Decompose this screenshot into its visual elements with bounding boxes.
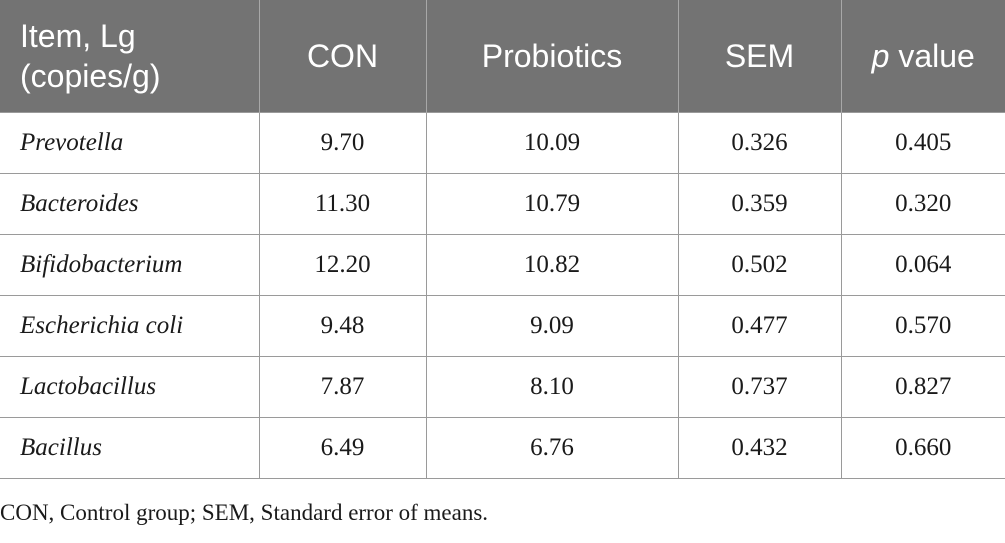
cell-con: 9.48 [258,294,427,357]
cell-probiotics: 10.09 [425,111,679,174]
table-row: Bacillus 6.49 6.76 0.432 0.660 [0,416,1005,479]
cell-sem: 0.737 [677,355,842,418]
table-row: Bacteroides 11.30 10.79 0.359 0.320 [0,172,1005,235]
header-p-rest: value [889,37,975,74]
header-item-line1: Item, Lg [20,17,136,54]
table-body: Prevotella 9.70 10.09 0.326 0.405 Bacter… [0,111,1005,479]
table-row: Lactobacillus 7.87 8.10 0.737 0.827 [0,355,1005,418]
header-item-line2: (copies/g) [20,57,161,94]
cell-probiotics: 6.76 [425,416,679,479]
cell-item: Prevotella [0,111,260,174]
header-probiotics: Probiotics [425,0,679,112]
cell-sem: 0.432 [677,416,842,479]
header-p-letter: p [871,37,890,74]
header-item: Item, Lg (copies/g) [0,0,260,112]
cell-probiotics: 10.82 [425,233,679,296]
table-row: Prevotella 9.70 10.09 0.326 0.405 [0,111,1005,174]
data-table: Item, Lg (copies/g) CON Probiotics SEM p … [0,0,1005,479]
cell-sem: 0.502 [677,233,842,296]
header-sem: SEM [677,0,842,112]
cell-con: 11.30 [258,172,427,235]
cell-sem: 0.326 [677,111,842,174]
cell-probiotics: 10.79 [425,172,679,235]
cell-con: 9.70 [258,111,427,174]
cell-probiotics: 8.10 [425,355,679,418]
table-header: Item, Lg (copies/g) CON Probiotics SEM p … [0,0,1005,112]
cell-item: Escherichia coli [0,294,260,357]
cell-p-value: 0.064 [840,233,1005,296]
header-p-value: p value [840,0,1005,112]
table-row: Escherichia coli 9.48 9.09 0.477 0.570 [0,294,1005,357]
header-row: Item, Lg (copies/g) CON Probiotics SEM p … [0,0,1005,112]
cell-sem: 0.477 [677,294,842,357]
cell-item: Bacillus [0,416,260,479]
data-table-container: Item, Lg (copies/g) CON Probiotics SEM p … [0,0,1005,479]
cell-item: Bifidobacterium [0,233,260,296]
cell-p-value: 0.320 [840,172,1005,235]
header-con: CON [258,0,427,112]
cell-con: 6.49 [258,416,427,479]
cell-p-value: 0.660 [840,416,1005,479]
cell-p-value: 0.827 [840,355,1005,418]
cell-con: 12.20 [258,233,427,296]
cell-p-value: 0.570 [840,294,1005,357]
table-footnote: CON, Control group; SEM, Standard error … [0,500,489,525]
cell-p-value: 0.405 [840,111,1005,174]
cell-con: 7.87 [258,355,427,418]
table-row: Bifidobacterium 12.20 10.82 0.502 0.064 [0,233,1005,296]
cell-probiotics: 9.09 [425,294,679,357]
cell-sem: 0.359 [677,172,842,235]
cell-item: Lactobacillus [0,355,260,418]
cell-item: Bacteroides [0,172,260,235]
